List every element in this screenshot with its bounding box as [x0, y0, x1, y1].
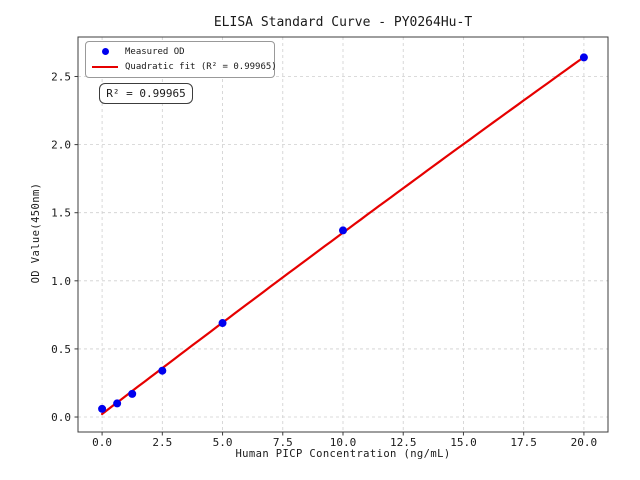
data-point	[158, 366, 167, 375]
legend-marker-cell	[90, 48, 120, 56]
legend-entry-quadratic-fit: Quadratic fit (R² = 0.99965)	[90, 60, 277, 75]
y-tick-label: 2.5	[51, 71, 71, 84]
x-axis-label: Human PICP Concentration (ng/mL)	[235, 448, 451, 460]
legend: Measured OD Quadratic fit (R² = 0.99965)	[85, 41, 277, 78]
x-tick-label: 17.5	[510, 436, 537, 449]
y-tick-label: 0.0	[51, 411, 71, 424]
data-point	[128, 389, 137, 398]
r-squared-annotation: R² = 0.99965	[99, 83, 193, 104]
x-tick-label: 15.0	[450, 436, 477, 449]
x-tick-label: 2.5	[152, 436, 172, 449]
line-marker-icon	[92, 66, 118, 69]
data-point	[98, 404, 107, 413]
y-tick-label: 1.5	[51, 207, 71, 220]
y-tick-label: 0.5	[51, 343, 71, 356]
legend-marker-cell	[90, 66, 120, 69]
legend-label-measured-od: Measured OD	[125, 46, 185, 57]
chart-title: ELISA Standard Curve - PY0264Hu-T	[213, 15, 473, 30]
x-tick-label: 20.0	[571, 436, 598, 449]
x-tick-label: 12.5	[390, 436, 417, 449]
legend-entry-measured-od: Measured OD	[90, 44, 270, 59]
x-tick-label: 7.5	[273, 436, 293, 449]
y-tick-label: 2.0	[51, 139, 71, 152]
legend-label-quadratic-fit: Quadratic fit (R² = 0.99965)	[125, 62, 277, 73]
data-point	[113, 399, 122, 408]
x-tick-label: 10.0	[330, 436, 357, 449]
y-tick-label: 1.0	[51, 275, 71, 288]
data-point	[339, 226, 347, 235]
data-point	[579, 53, 588, 62]
scatter-marker-icon	[101, 48, 109, 56]
data-point	[218, 319, 227, 328]
x-tick-label: 0.0	[92, 436, 112, 449]
y-axis-label: OD Value(450nm)	[30, 182, 42, 284]
x-tick-label: 5.0	[213, 436, 233, 449]
